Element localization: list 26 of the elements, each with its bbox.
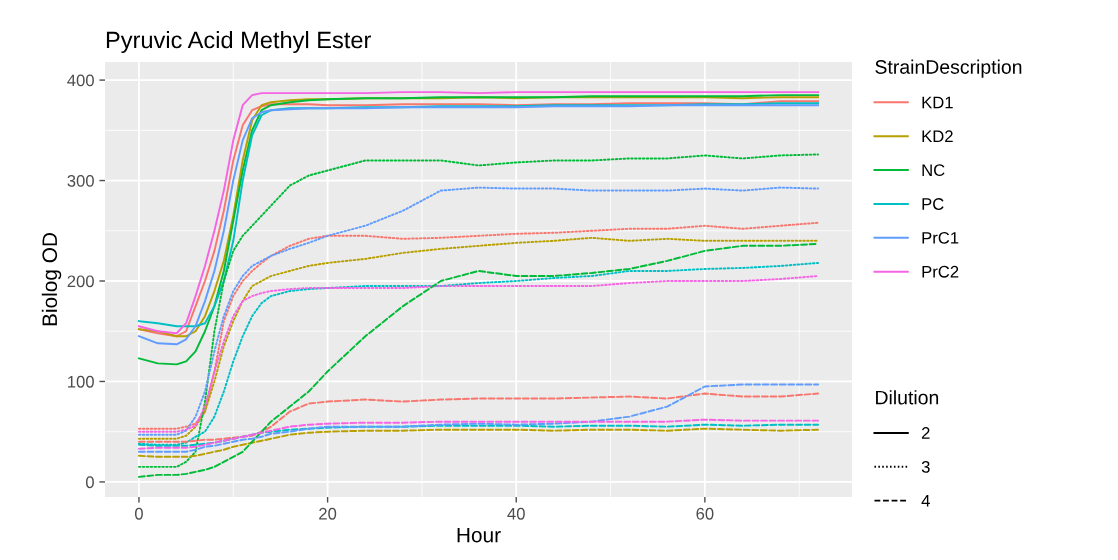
x-axis-title: Hour bbox=[457, 527, 501, 543]
legend-label: KD2 bbox=[922, 130, 953, 143]
legend-label: PrC1 bbox=[922, 231, 959, 244]
legend-label: PC bbox=[922, 198, 944, 210]
x-tick-label: 40 bbox=[507, 507, 525, 520]
text: 3 bbox=[921, 460, 930, 473]
y-tick-label: 100 bbox=[68, 375, 94, 388]
line-series bbox=[137, 427, 820, 458]
y-tick-label: 400 bbox=[67, 74, 94, 87]
line-series bbox=[137, 392, 820, 443]
y-axis-title: Biolog OD bbox=[41, 233, 62, 326]
legend-label: KD1 bbox=[922, 96, 953, 109]
text: 4 bbox=[921, 495, 930, 507]
legend-label: NC bbox=[922, 164, 945, 177]
y-tick-label: 300 bbox=[67, 174, 94, 187]
text: 2 bbox=[921, 427, 930, 439]
x-tick-label: 0 bbox=[134, 507, 143, 520]
y-tick-label: 200 bbox=[67, 275, 94, 288]
text: Dilution bbox=[876, 390, 939, 405]
chart-title: Pyruvic Acid Methyl Ester bbox=[106, 31, 371, 54]
line-series bbox=[137, 186, 820, 436]
legend-label: PrC2 bbox=[922, 265, 959, 278]
x-tick-label: 20 bbox=[319, 507, 337, 520]
text: StrainDescription bbox=[875, 59, 1022, 78]
x-tick-label: 60 bbox=[696, 507, 714, 520]
y-tick-label: 0 bbox=[85, 476, 94, 489]
